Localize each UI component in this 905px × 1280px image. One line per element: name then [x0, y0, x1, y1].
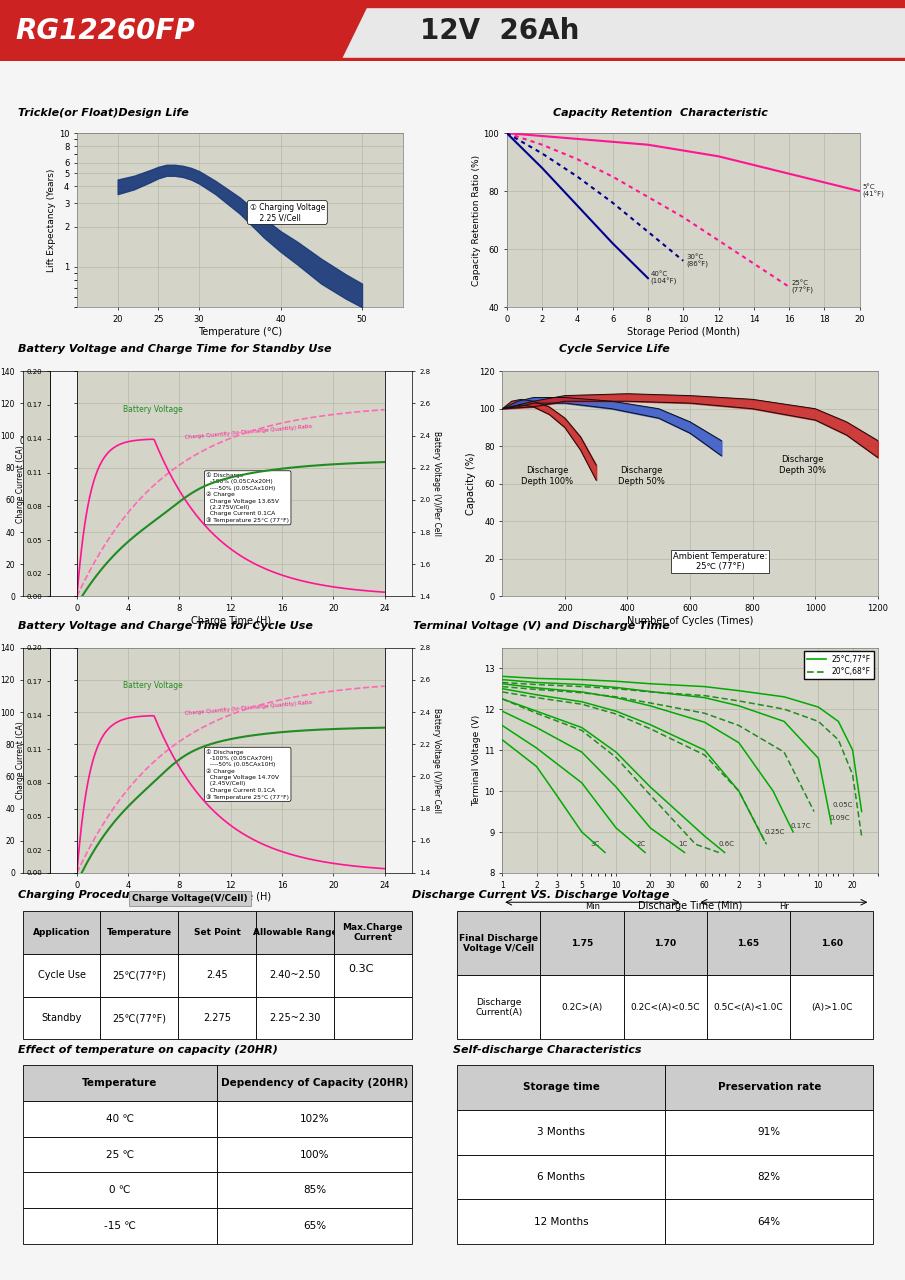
Text: RG12260FP: RG12260FP: [15, 17, 195, 45]
X-axis label: Charge Time (H): Charge Time (H): [191, 616, 271, 626]
Y-axis label: Terminal Voltage (V): Terminal Voltage (V): [472, 714, 481, 806]
Legend: 25°C,77°F, 20°C,68°F: 25°C,77°F, 20°C,68°F: [804, 652, 874, 680]
Text: Effect of temperature on capacity (20HR): Effect of temperature on capacity (20HR): [18, 1044, 278, 1055]
Text: Discharge
Depth 30%: Discharge Depth 30%: [779, 456, 826, 475]
Y-axis label: Capacity Retention Ratio (%): Capacity Retention Ratio (%): [472, 155, 481, 285]
Text: Battery Voltage and Charge Time for Standby Use: Battery Voltage and Charge Time for Stan…: [18, 344, 331, 355]
X-axis label: Temperature (°C): Temperature (°C): [198, 326, 281, 337]
Text: Ambient Temperature:
25℃ (77°F): Ambient Temperature: 25℃ (77°F): [673, 552, 767, 571]
Text: ① Discharge
  -100% (0.05CAx20H)
  ----50% (0.05CAx10H)
② Charge
  Charge Voltag: ① Discharge -100% (0.05CAx20H) ----50% (…: [206, 472, 290, 524]
Text: Charge Quantity (to-Discharge Quantity) Ratio: Charge Quantity (to-Discharge Quantity) …: [185, 424, 312, 440]
Text: 0.6C: 0.6C: [719, 841, 735, 847]
Text: Discharge Current VS. Discharge Voltage: Discharge Current VS. Discharge Voltage: [413, 890, 670, 900]
Bar: [0, 0, 905, 8]
Text: Discharge
Depth 50%: Discharge Depth 50%: [618, 466, 664, 486]
Text: 0.09C: 0.09C: [829, 814, 850, 820]
Polygon shape: [0, 0, 370, 61]
Text: Capacity Retention  Characteristic: Capacity Retention Characteristic: [553, 108, 768, 118]
Text: 0.25C: 0.25C: [764, 829, 785, 835]
X-axis label: Storage Period (Month): Storage Period (Month): [627, 326, 739, 337]
Text: 0.3C: 0.3C: [348, 964, 374, 974]
Text: 3C: 3C: [591, 841, 600, 847]
Text: 0.5: 0.5: [19, 436, 32, 445]
Text: Charge Quantity (to-Discharge Quantity) Ratio: Charge Quantity (to-Discharge Quantity) …: [185, 700, 312, 717]
Text: 12V  26Ah: 12V 26Ah: [420, 17, 579, 45]
Text: ① Discharge
  -100% (0.05CAx70H)
  ----50% (0.05CAx10H)
② Charge
  Charge Voltag: ① Discharge -100% (0.05CAx70H) ----50% (…: [206, 749, 290, 800]
Text: 0.05C: 0.05C: [833, 803, 853, 809]
Y-axis label: Charge Current (CA): Charge Current (CA): [16, 445, 25, 522]
Y-axis label: Battery Voltage (V)/Per Cell: Battery Voltage (V)/Per Cell: [432, 708, 441, 813]
X-axis label: Charge Time (H): Charge Time (H): [191, 892, 271, 902]
Text: ① Charging Voltage
    2.25 V/Cell: ① Charging Voltage 2.25 V/Cell: [250, 202, 325, 223]
Text: 0.17C: 0.17C: [790, 823, 811, 829]
Text: Min: Min: [585, 902, 600, 911]
Y-axis label: Capacity (%): Capacity (%): [466, 453, 476, 515]
Bar: [0, 58, 905, 61]
Text: 25°C
(77°F): 25°C (77°F): [792, 280, 814, 294]
Text: 40°C
(104°F): 40°C (104°F): [651, 271, 677, 285]
Text: Battery Voltage and Charge Time for Cycle Use: Battery Voltage and Charge Time for Cycl…: [18, 621, 313, 631]
Y-axis label: Battery Voltage (V)/Per Cell: Battery Voltage (V)/Per Cell: [432, 431, 441, 536]
Text: 1C: 1C: [678, 841, 687, 847]
Y-axis label: Lift Expectancy (Years): Lift Expectancy (Years): [47, 169, 56, 271]
Text: 2C: 2C: [636, 841, 645, 847]
Text: 5°C
(41°F): 5°C (41°F): [862, 184, 884, 198]
X-axis label: Number of Cycles (Times): Number of Cycles (Times): [627, 616, 753, 626]
Text: Charging Procedures: Charging Procedures: [18, 890, 149, 900]
Text: Discharge
Depth 100%: Discharge Depth 100%: [521, 466, 574, 486]
Y-axis label: Charge Current (CA): Charge Current (CA): [16, 722, 25, 799]
Text: Hr: Hr: [779, 902, 789, 911]
Text: Cycle Service Life: Cycle Service Life: [559, 344, 670, 355]
X-axis label: Discharge Time (Min): Discharge Time (Min): [638, 901, 742, 910]
Text: Charge Voltage(V/Cell): Charge Voltage(V/Cell): [132, 895, 248, 904]
Text: Self-discharge Characteristics: Self-discharge Characteristics: [452, 1044, 641, 1055]
Text: Battery Voltage: Battery Voltage: [123, 404, 183, 413]
Text: Trickle(or Float)Design Life: Trickle(or Float)Design Life: [18, 108, 189, 118]
Text: 30°C
(86°F): 30°C (86°F): [686, 253, 708, 268]
Text: Terminal Voltage (V) and Discharge Time: Terminal Voltage (V) and Discharge Time: [413, 621, 670, 631]
Text: Battery Voltage: Battery Voltage: [123, 681, 183, 690]
